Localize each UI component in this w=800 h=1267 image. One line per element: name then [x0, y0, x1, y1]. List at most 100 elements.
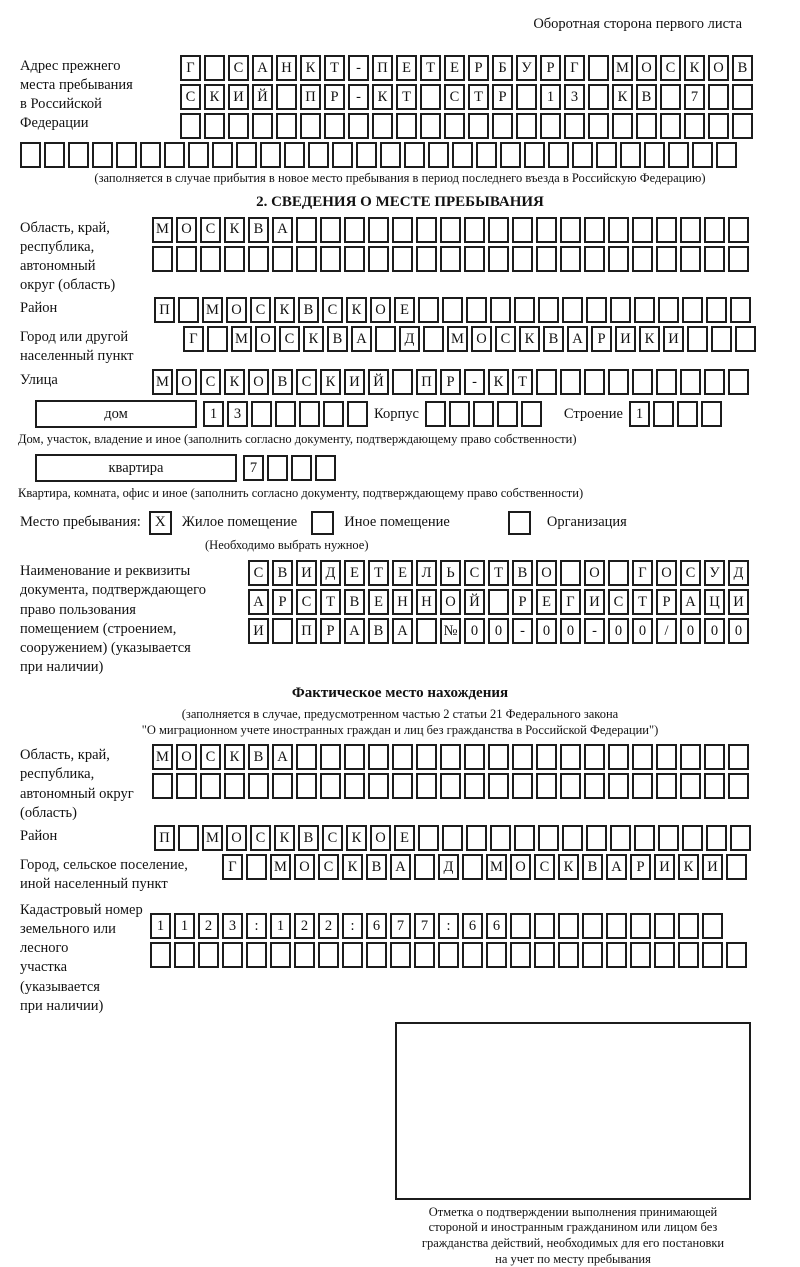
char-cell[interactable]: 3 — [222, 913, 243, 939]
char-cell[interactable] — [356, 142, 377, 168]
char-cell[interactable] — [560, 245, 581, 272]
char-cell[interactable] — [654, 942, 675, 968]
char-cell[interactable]: В — [368, 618, 389, 645]
char-cell[interactable]: К — [300, 55, 321, 81]
char-cell[interactable]: О — [294, 853, 315, 880]
char-cell[interactable] — [682, 297, 703, 324]
char-cell[interactable] — [140, 142, 161, 168]
char-cell[interactable]: О — [370, 297, 391, 324]
char-cell[interactable] — [540, 113, 561, 139]
char-cell[interactable] — [584, 744, 605, 771]
char-cell[interactable] — [608, 216, 629, 243]
char-cell[interactable] — [512, 773, 533, 800]
char-cell[interactable] — [390, 942, 411, 968]
char-cell[interactable] — [318, 942, 339, 968]
char-cell[interactable] — [44, 142, 65, 168]
char-cell[interactable] — [606, 942, 627, 968]
char-cell[interactable] — [538, 824, 559, 851]
char-cell[interactable]: С — [322, 297, 343, 324]
char-cell[interactable]: О — [370, 824, 391, 851]
char-cell[interactable]: / — [656, 618, 677, 645]
char-cell[interactable] — [180, 113, 201, 139]
char-cell[interactable]: А — [344, 618, 365, 645]
char-cell[interactable] — [299, 401, 320, 428]
char-cell[interactable]: Г — [564, 55, 585, 81]
char-cell[interactable] — [392, 245, 413, 272]
char-cell[interactable]: К — [320, 369, 341, 396]
char-cell[interactable] — [730, 824, 751, 851]
char-cell[interactable] — [476, 142, 497, 168]
char-cell[interactable]: 2 — [198, 913, 219, 939]
char-cell[interactable]: В — [248, 744, 269, 771]
char-cell[interactable]: 1 — [174, 913, 195, 939]
char-cell[interactable] — [534, 913, 555, 939]
char-cell[interactable] — [510, 942, 531, 968]
char-cell[interactable] — [212, 142, 233, 168]
char-cell[interactable] — [200, 773, 221, 800]
char-cell[interactable] — [706, 824, 727, 851]
char-cell[interactable]: Т — [468, 84, 489, 110]
char-cell[interactable]: И — [615, 326, 636, 353]
char-cell[interactable]: М — [152, 744, 173, 771]
char-cell[interactable] — [656, 773, 677, 800]
char-cell[interactable]: И — [663, 326, 684, 353]
char-cell[interactable] — [464, 245, 485, 272]
char-cell[interactable]: П — [416, 369, 437, 396]
char-cell[interactable]: И — [344, 369, 365, 396]
char-cell[interactable] — [267, 455, 288, 481]
char-cell[interactable] — [702, 913, 723, 939]
char-cell[interactable]: А — [272, 744, 293, 771]
char-cell[interactable] — [275, 401, 296, 428]
char-cell[interactable]: В — [512, 560, 533, 587]
char-cell[interactable] — [224, 773, 245, 800]
char-cell[interactable]: Т — [420, 55, 441, 81]
char-cell[interactable]: Т — [488, 560, 509, 587]
char-cell[interactable] — [636, 113, 657, 139]
char-cell[interactable]: С — [495, 326, 516, 353]
char-cell[interactable]: О — [636, 55, 657, 81]
char-cell[interactable] — [728, 744, 749, 771]
char-cell[interactable]: О — [176, 369, 197, 396]
char-cell[interactable]: Г — [560, 589, 581, 616]
char-cell[interactable] — [582, 913, 603, 939]
char-cell[interactable] — [300, 113, 321, 139]
char-cell[interactable] — [444, 113, 465, 139]
char-cell[interactable] — [224, 245, 245, 272]
char-cell[interactable]: У — [516, 55, 537, 81]
char-cell[interactable] — [596, 142, 617, 168]
char-cell[interactable]: 0 — [728, 618, 749, 645]
char-cell[interactable] — [344, 245, 365, 272]
char-cell[interactable]: М — [270, 853, 291, 880]
char-cell[interactable]: Л — [416, 560, 437, 587]
char-cell[interactable] — [342, 942, 363, 968]
char-cell[interactable]: О — [226, 297, 247, 324]
char-cell[interactable] — [116, 142, 137, 168]
char-cell[interactable] — [200, 245, 221, 272]
char-cell[interactable]: 0 — [536, 618, 557, 645]
char-cell[interactable]: М — [202, 297, 223, 324]
char-cell[interactable]: М — [152, 216, 173, 243]
char-cell[interactable]: М — [486, 853, 507, 880]
char-cell[interactable]: Д — [399, 326, 420, 353]
char-cell[interactable]: О — [176, 216, 197, 243]
char-cell[interactable]: К — [519, 326, 540, 353]
char-cell[interactable] — [368, 245, 389, 272]
char-cell[interactable]: В — [327, 326, 348, 353]
char-cell[interactable] — [423, 326, 444, 353]
char-cell[interactable]: К — [274, 824, 295, 851]
char-cell[interactable] — [514, 824, 535, 851]
char-cell[interactable]: М — [612, 55, 633, 81]
char-cell[interactable]: Р — [512, 589, 533, 616]
char-cell[interactable]: С — [660, 55, 681, 81]
char-cell[interactable] — [272, 773, 293, 800]
residential-checkbox[interactable]: X — [148, 510, 172, 535]
char-cell[interactable] — [150, 942, 171, 968]
char-cell[interactable]: К — [612, 84, 633, 110]
char-cell[interactable]: 1 — [270, 913, 291, 939]
char-cell[interactable] — [368, 744, 389, 771]
char-cell[interactable] — [462, 853, 483, 880]
char-cell[interactable]: А — [252, 55, 273, 81]
char-cell[interactable]: Е — [536, 589, 557, 616]
char-cell[interactable]: Д — [728, 560, 749, 587]
char-cell[interactable]: С — [200, 216, 221, 243]
